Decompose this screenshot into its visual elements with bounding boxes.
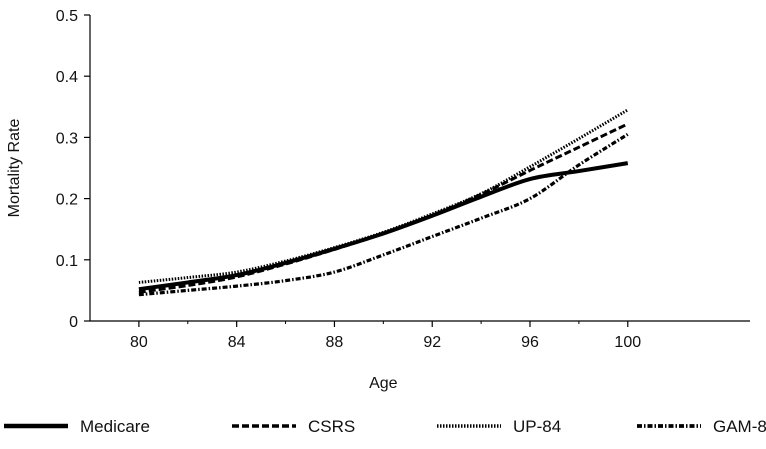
legend-label: CSRS: [308, 417, 355, 436]
legend-label: UP-84: [513, 417, 561, 436]
x-tick-label: 80: [130, 334, 148, 351]
x-ticks: 80 84 88 92 96 100: [130, 321, 641, 351]
y-tick-label: 0.1: [56, 253, 78, 270]
y-tick-label: 0.2: [56, 192, 78, 209]
legend-label: GAM-83: [713, 417, 766, 436]
legend-item-medicare: Medicare: [4, 417, 150, 436]
legend-item-gam-83: GAM-83: [637, 417, 766, 436]
legend-label: Medicare: [80, 417, 150, 436]
y-tick-label: 0.3: [56, 130, 78, 147]
y-tick-label: 0.5: [56, 8, 78, 25]
x-tick-label: 96: [521, 334, 539, 351]
legend-item-up-84: UP-84: [437, 417, 561, 436]
y-axis-title: Mortality Rate: [6, 119, 23, 218]
x-tick-label: 84: [228, 334, 246, 351]
axes: [89, 15, 750, 322]
series-lines: [138, 108, 629, 297]
y-tick-label: 0.4: [56, 69, 78, 86]
legend: Medicare CSRS UP-84 GAM-83: [4, 417, 766, 436]
series-line-gam-83: [138, 132, 629, 297]
x-tick-label: 88: [326, 334, 344, 351]
series-line-up-84: [138, 108, 629, 284]
y-ticks: 0 0.1 0.2 0.3 0.4 0.5: [56, 8, 90, 331]
x-axis-title: Age: [369, 375, 398, 392]
series-line-csrs: [138, 122, 629, 294]
series-line-medicare: [138, 161, 629, 292]
x-tick-label: 92: [423, 334, 441, 351]
legend-item-csrs: CSRS: [232, 417, 355, 436]
x-tick-label: 100: [614, 334, 641, 351]
y-tick-label: 0: [69, 314, 78, 331]
